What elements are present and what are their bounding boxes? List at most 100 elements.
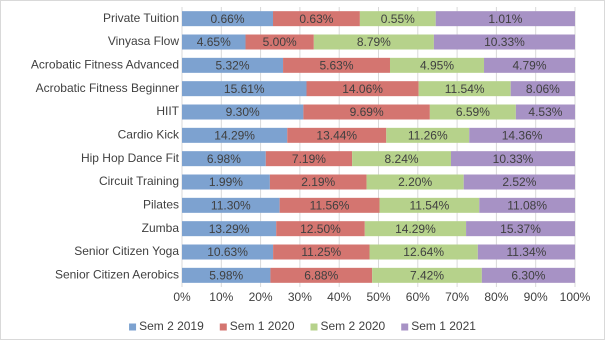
legend-swatch: [310, 323, 318, 331]
bar-segment: [270, 267, 373, 283]
y-tick-label: Acrobatic Fitness Beginner: [36, 81, 179, 95]
bar-segment: [510, 81, 575, 97]
bar-segment: [182, 104, 304, 120]
bar-segment: [429, 104, 516, 120]
bar-segment: [269, 174, 367, 190]
bar-segment: [313, 34, 434, 50]
data-label: 0.63%: [299, 12, 333, 26]
bar-segment: [306, 81, 419, 97]
x-tick-label: 80%: [484, 290, 508, 304]
data-label: 10.63%: [207, 245, 248, 259]
bar-segment: [182, 81, 307, 97]
bar-segment: [479, 197, 575, 213]
bar-segment: [182, 221, 277, 237]
data-label: 5.98%: [209, 269, 243, 283]
data-label: 10.33%: [484, 35, 525, 49]
data-label: 2.20%: [398, 175, 432, 189]
x-tick-label: 70%: [445, 290, 469, 304]
data-label: 4.65%: [197, 35, 231, 49]
bar-segment: [463, 174, 575, 190]
data-label: 7.19%: [292, 152, 326, 166]
bar-segment: [477, 244, 575, 260]
data-label: 6.88%: [304, 269, 338, 283]
data-label: 12.64%: [403, 245, 444, 259]
data-label: 11.56%: [310, 199, 350, 213]
y-tick-label: Vinyasa Flow: [108, 34, 179, 48]
data-label: 9.69%: [350, 105, 384, 119]
bar-segment: [182, 267, 271, 283]
data-label: 10.33%: [493, 152, 534, 166]
bar-segment: [283, 57, 390, 73]
x-tick-label: 50%: [366, 290, 390, 304]
data-label: 9.30%: [226, 105, 260, 119]
y-tick-label: Cardio Kick: [118, 128, 180, 142]
bar-segment: [182, 34, 246, 50]
data-label: 2.19%: [301, 175, 335, 189]
data-label: 0.55%: [381, 12, 415, 26]
data-label: 4.95%: [420, 59, 454, 73]
legend-label: Sem 2 2019: [139, 319, 204, 333]
data-label: 14.06%: [342, 82, 383, 96]
x-tick-label: 30%: [288, 290, 312, 304]
y-tick-label: Senior Citizen Aerobics: [55, 268, 179, 282]
bar-segment: [182, 127, 288, 143]
data-label: 15.37%: [500, 222, 541, 236]
data-label: 0.66%: [210, 12, 244, 26]
bar-segment: [433, 34, 575, 50]
bar-segment: [182, 174, 270, 190]
x-tick-label: 20%: [249, 290, 273, 304]
data-label: 2.52%: [502, 175, 536, 189]
data-label: 11.25%: [301, 245, 341, 259]
bar-segment: [386, 127, 470, 143]
bar-segment: [484, 57, 575, 73]
y-tick-label: Hip Hop Dance Fit: [81, 151, 180, 165]
data-label: 14.29%: [395, 222, 436, 236]
bar-segment: [303, 104, 430, 120]
bar-segment: [182, 197, 280, 213]
data-label: 6.59%: [456, 105, 490, 119]
legend-label: Sem 1 2021: [411, 319, 476, 333]
data-label: 7.42%: [410, 269, 444, 283]
bar-segment: [515, 104, 575, 120]
bar-segment: [359, 11, 436, 27]
bar-segment: [435, 11, 575, 27]
bar-segment: [469, 127, 575, 143]
bar-segment: [352, 151, 452, 167]
data-label: 11.08%: [507, 199, 547, 213]
bar-segment: [366, 174, 464, 190]
bar-segment: [418, 81, 511, 97]
data-label: 6.30%: [511, 269, 545, 283]
data-label: 11.54%: [445, 82, 485, 96]
y-tick-label: Pilates: [143, 198, 179, 212]
bar-segment: [466, 221, 575, 237]
bar-segment: [182, 244, 274, 260]
bar-segment: [245, 34, 314, 50]
y-tick-label: Senior Citizen Yoga: [74, 244, 179, 258]
data-label: 6.98%: [207, 152, 241, 166]
x-tick-label: 40%: [327, 290, 351, 304]
data-label: 12.50%: [300, 222, 341, 236]
bar-segment: [372, 267, 482, 283]
bar-segment: [182, 151, 266, 167]
data-label: 1.01%: [488, 12, 522, 26]
data-label: 11.54%: [409, 199, 449, 213]
bar-segment: [389, 57, 485, 73]
x-tick-label: 10%: [209, 290, 233, 304]
data-label: 8.06%: [526, 82, 560, 96]
data-label: 11.34%: [507, 245, 547, 259]
bar-segment: [273, 244, 370, 260]
bar-segment: [369, 244, 478, 260]
bar-segment: [364, 221, 467, 237]
x-tick-label: 60%: [406, 290, 430, 304]
data-label: 13.29%: [209, 222, 250, 236]
data-label: 11.26%: [408, 129, 448, 143]
data-label: 8.79%: [357, 35, 391, 49]
y-tick-label: Private Tuition: [103, 11, 179, 25]
data-label: 14.29%: [214, 129, 255, 143]
data-label: 5.32%: [216, 59, 250, 73]
data-label: 8.24%: [385, 152, 419, 166]
legend-swatch: [129, 323, 137, 331]
bar-segment: [287, 127, 387, 143]
